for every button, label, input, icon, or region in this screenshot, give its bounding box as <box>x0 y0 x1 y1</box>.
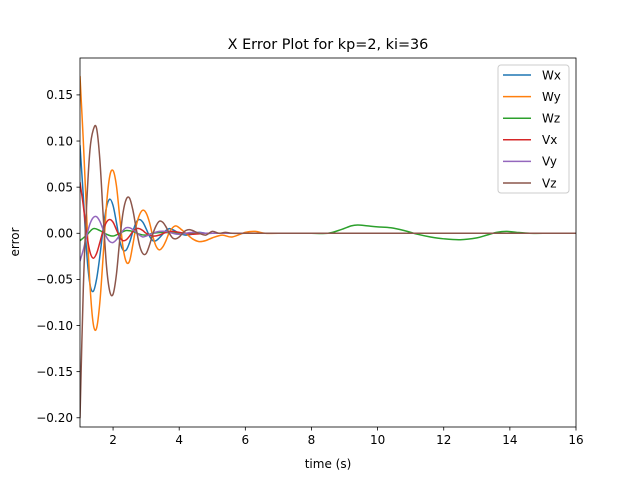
legend-label-vx: Vx <box>542 133 557 147</box>
plot-frame <box>79 57 577 428</box>
y-tick-label: 0.00 <box>46 227 73 241</box>
legend-label-vz: Vz <box>542 176 557 190</box>
x-tick-label: 6 <box>242 433 250 447</box>
x-tick-label: 4 <box>175 433 183 447</box>
legend-label-wx: Wx <box>542 68 561 82</box>
legend-box <box>497 64 570 194</box>
x-tick-label: 16 <box>568 433 583 447</box>
series-line-vz <box>80 124 576 419</box>
chart-title: X Error Plot for kp=2, ki=36 <box>228 37 429 53</box>
y-tick-label: −0.20 <box>36 411 73 425</box>
y-tick-label: 0.05 <box>46 180 73 194</box>
y-tick-label: 0.15 <box>46 88 73 102</box>
x-tick-label: 10 <box>370 433 385 447</box>
x-axis-label: time (s) <box>305 457 352 471</box>
y-axis-label: error <box>8 227 22 256</box>
series-layer <box>80 75 576 419</box>
legend-label-vy: Vy <box>542 155 557 169</box>
legend: Wx Wy Wz Vx Vy Vz <box>497 64 570 194</box>
series-line-vx <box>80 181 576 259</box>
x-axis-ticks: 2 4 6 8 10 12 14 16 <box>109 427 584 447</box>
y-axis-ticks: −0.20 −0.15 −0.10 −0.05 0.00 0.05 0.10 0.15 <box>36 88 80 425</box>
x-tick-label: 2 <box>109 433 117 447</box>
legend-label-wz: Wz <box>542 112 560 126</box>
x-tick-label: 14 <box>502 433 517 447</box>
x-tick-label: 8 <box>308 433 316 447</box>
series-line-vy <box>80 215 576 262</box>
y-tick-label: −0.10 <box>36 319 73 333</box>
y-tick-label: 0.10 <box>46 134 73 148</box>
legend-label-wy: Wy <box>542 90 561 104</box>
y-tick-label: −0.05 <box>36 273 73 287</box>
x-tick-label: 12 <box>436 433 451 447</box>
y-tick-label: −0.15 <box>36 365 73 379</box>
